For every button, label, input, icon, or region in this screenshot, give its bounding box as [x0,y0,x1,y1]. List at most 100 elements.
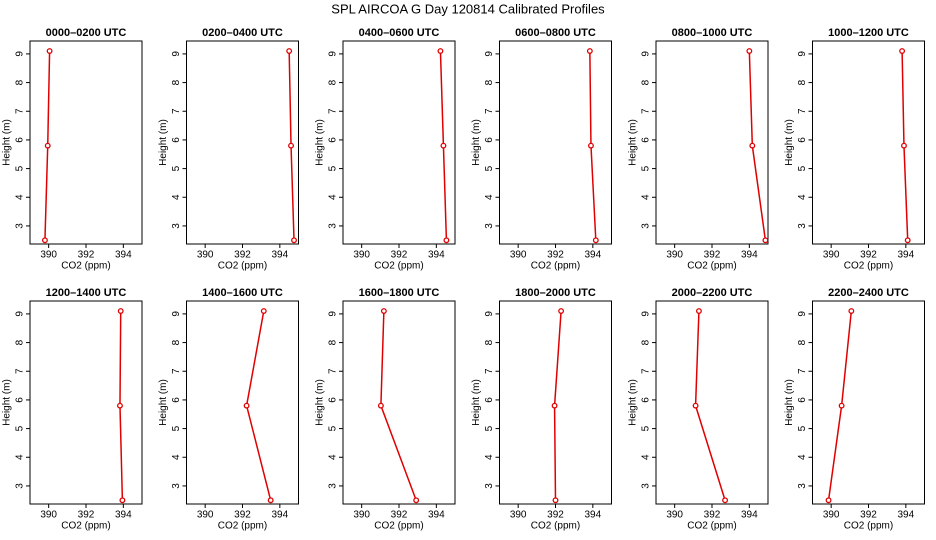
x-axis-label: CO2 (ppm) [844,261,893,272]
y-tick-label: 7 [797,368,808,374]
profile-point [901,142,907,149]
profile-point [267,497,274,504]
x-axis-label: CO2 (ppm) [844,521,893,532]
profile-point [838,402,845,409]
x-tick-label: 392 [391,510,408,521]
profile-point [119,497,126,504]
y-tick-label: 4 [484,454,495,460]
y-tick-label: 6 [484,397,495,403]
y-tick-label: 6 [328,397,339,403]
profile-point [437,48,444,54]
x-axis-label: CO2 (ppm) [687,521,736,532]
x-tick-label: 390 [197,250,214,261]
x-tick-label: 390 [40,250,57,261]
y-tick-label: 5 [797,425,808,431]
y-tick-label: 4 [797,454,808,460]
y-tick-label: 8 [641,79,652,85]
y-tick-label: 3 [641,483,652,489]
x-axis-label: CO2 (ppm) [531,521,580,532]
y-tick-label: 7 [797,108,808,114]
profile-point [260,308,267,314]
x-tick-label: 390 [353,510,370,521]
x-axis-label: CO2 (ppm) [687,261,736,272]
y-tick-label: 9 [171,311,182,317]
y-tick-label: 3 [484,483,495,489]
y-axis-label: Height (m) [471,379,482,426]
y-tick-label: 9 [15,51,26,57]
x-axis-label: CO2 (ppm) [218,261,267,272]
y-tick-label: 9 [641,51,652,57]
y-tick-label: 5 [484,425,495,431]
profile-point [243,402,250,409]
profile-point [443,237,450,244]
y-axis-label: Height (m) [2,379,13,426]
y-tick-label: 6 [641,397,652,403]
profile-point [722,497,729,504]
x-tick-label: 394 [271,250,288,261]
y-tick-label: 3 [797,223,808,229]
profile-point [440,142,447,149]
y-tick-label: 7 [328,368,339,374]
y-tick-label: 3 [641,223,652,229]
y-tick-label: 6 [171,137,182,143]
profile-point [586,48,593,54]
y-tick-label: 4 [641,454,652,460]
y-tick-label: 5 [171,165,182,171]
y-tick-label: 4 [15,454,26,460]
x-axis-label: CO2 (ppm) [61,261,110,272]
x-tick-label: 394 [115,510,132,521]
profile-point [41,237,48,244]
x-tick-label: 394 [741,510,758,521]
y-tick-label: 7 [328,108,339,114]
y-tick-label: 3 [328,223,339,229]
panel-title: 1000–1200 UTC [828,27,909,39]
y-tick-label: 9 [328,311,339,317]
panel-title: 0800–1000 UTC [672,27,753,39]
x-tick-label: 390 [353,250,370,261]
panel-title: 0000–0200 UTC [46,27,127,39]
y-axis-label: Height (m) [2,119,13,166]
y-tick-label: 8 [328,339,339,345]
x-tick-label: 394 [897,510,914,521]
y-tick-label: 7 [484,108,495,114]
y-tick-label: 8 [15,79,26,85]
y-tick-label: 7 [15,368,26,374]
x-tick-label: 392 [234,510,251,521]
y-tick-label: 7 [641,368,652,374]
x-tick-label: 390 [666,250,683,261]
panel-title: 0400–0600 UTC [359,27,440,39]
x-tick-label: 392 [860,250,877,261]
y-tick-label: 3 [15,483,26,489]
y-axis-label: Height (m) [628,119,639,166]
profile-point [762,237,769,244]
profile-point [588,142,594,149]
x-tick-label: 392 [234,250,251,261]
x-tick-label: 394 [428,510,445,521]
y-tick-label: 6 [641,137,652,143]
y-tick-label: 9 [15,311,26,317]
profile-point [46,48,53,54]
y-tick-label: 7 [15,108,26,114]
y-tick-label: 7 [171,108,182,114]
y-tick-label: 4 [15,194,26,200]
x-axis-label: CO2 (ppm) [218,521,267,532]
y-tick-label: 7 [171,368,182,374]
panel-title: 1200–1400 UTC [46,287,127,299]
profile-point [117,308,124,314]
x-tick-label: 392 [391,250,408,261]
profile-point [380,308,387,314]
y-tick-label: 3 [15,223,26,229]
panel-title: 1400–1600 UTC [202,287,283,299]
x-tick-label: 392 [78,250,95,261]
y-axis-label: Height (m) [784,379,795,426]
figure-title: SPL AIRCOA G Day 120814 Calibrated Profi… [331,1,605,16]
y-tick-label: 8 [641,339,652,345]
profile-point [904,237,911,244]
x-tick-label: 392 [78,510,95,521]
x-axis-label: CO2 (ppm) [374,261,423,272]
y-tick-label: 6 [484,137,495,143]
profile-point [899,48,906,54]
x-tick-label: 392 [704,510,721,521]
x-axis-label: CO2 (ppm) [374,521,423,532]
y-tick-label: 5 [641,425,652,431]
